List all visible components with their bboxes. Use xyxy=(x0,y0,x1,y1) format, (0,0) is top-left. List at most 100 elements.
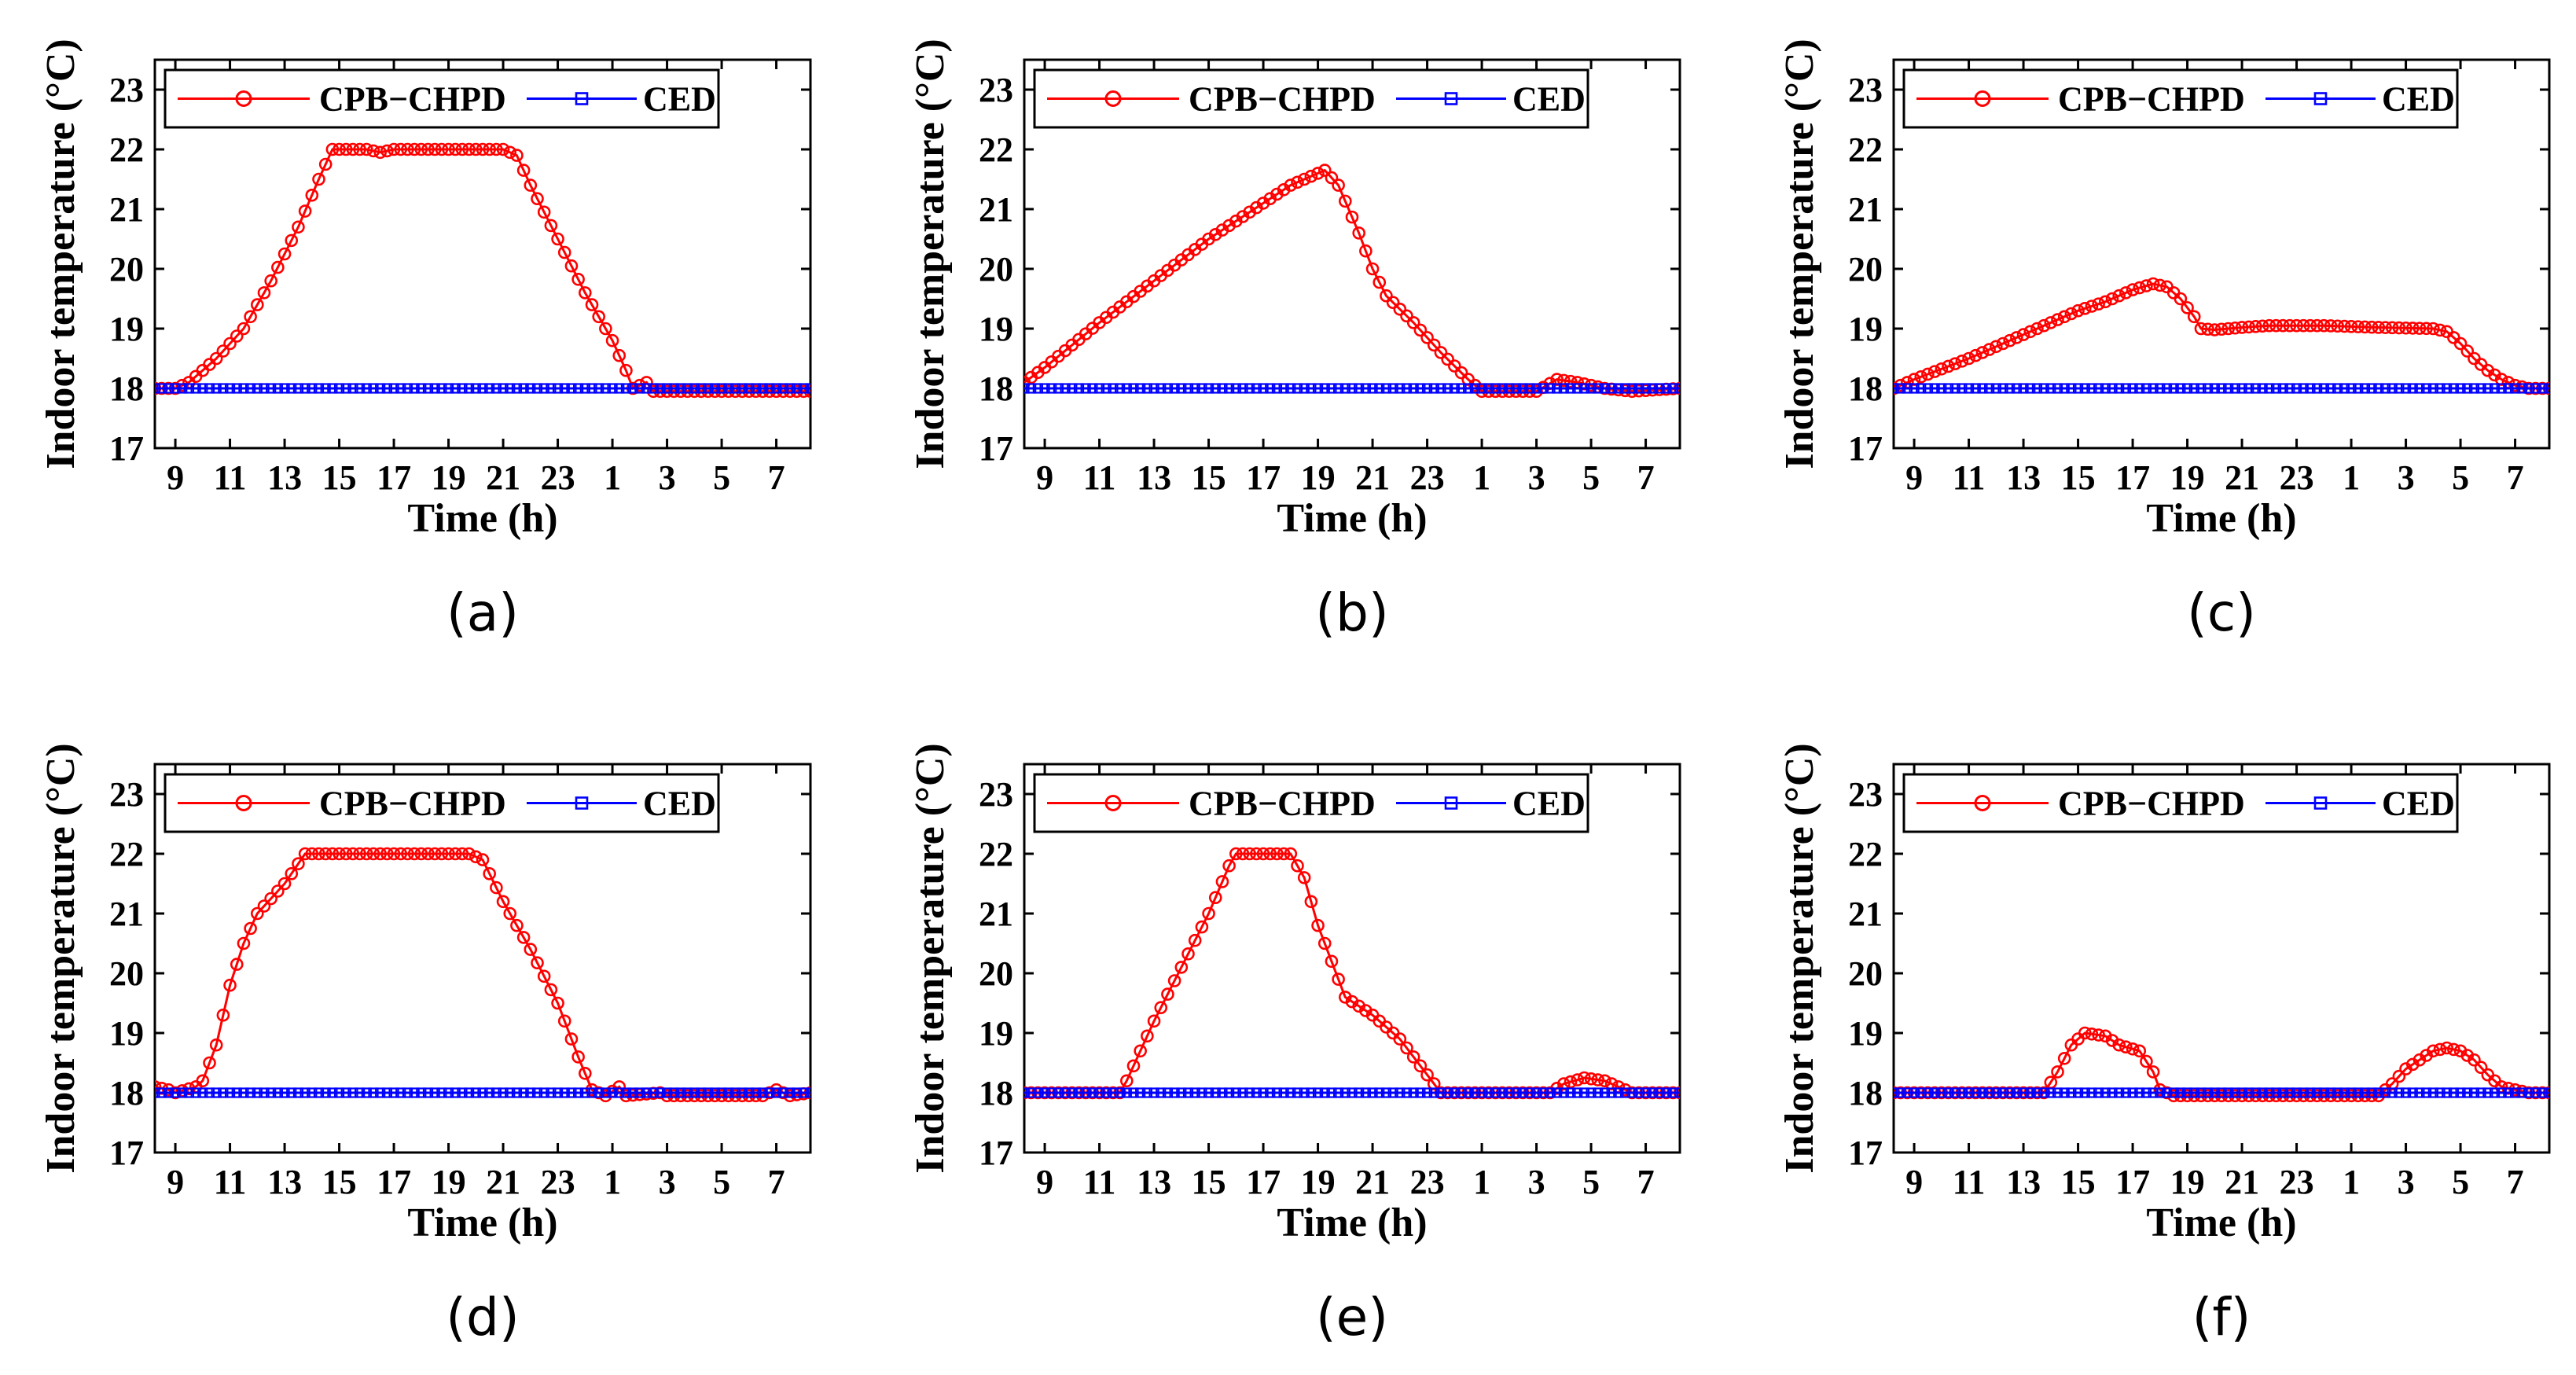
data-point xyxy=(1141,1029,1154,1043)
data-point xyxy=(2018,383,2029,394)
y-tick-label: 22 xyxy=(979,835,1013,873)
data-point xyxy=(1929,1087,1940,1098)
data-point xyxy=(1360,1087,1371,1098)
data-point xyxy=(2153,1083,2167,1097)
y-tick-label: 18 xyxy=(109,1074,144,1112)
data-point xyxy=(1169,383,1180,394)
data-point xyxy=(1026,1087,1037,1098)
data-point xyxy=(1557,373,1571,388)
x-axis-label: Time (h) xyxy=(407,1200,557,1245)
data-point xyxy=(339,142,353,156)
data-point xyxy=(2249,320,2262,333)
data-point xyxy=(2092,1028,2105,1042)
data-point xyxy=(2243,383,2254,394)
data-point xyxy=(318,847,333,861)
data-point xyxy=(435,142,449,156)
data-point xyxy=(175,378,189,392)
series-line xyxy=(155,148,810,393)
data-point xyxy=(1633,383,1644,394)
data-point xyxy=(2114,383,2125,394)
data-point xyxy=(1654,1087,1665,1098)
data-point xyxy=(1271,383,1283,394)
x-tick-label: 21 xyxy=(1355,1163,1390,1201)
data-point xyxy=(2201,322,2214,336)
data-point xyxy=(1490,1087,1501,1098)
data-point xyxy=(655,383,666,394)
data-point xyxy=(600,1087,611,1098)
data-point xyxy=(1421,383,1433,394)
data-point xyxy=(1448,359,1461,373)
data-point xyxy=(1922,383,1934,394)
x-tick-label: 9 xyxy=(167,1163,184,1201)
data-point xyxy=(566,1087,577,1098)
data-point xyxy=(2216,383,2227,394)
data-point xyxy=(2455,383,2466,394)
data-point xyxy=(1531,1087,1542,1098)
x-tick-label: 3 xyxy=(1528,458,1545,497)
data-point xyxy=(2107,383,2118,394)
y-tick-label: 20 xyxy=(979,954,1013,993)
data-point xyxy=(1317,164,1332,177)
data-point xyxy=(257,899,271,913)
data-point xyxy=(211,383,222,394)
data-point xyxy=(668,383,679,394)
data-point xyxy=(2216,1087,2227,1098)
data-point xyxy=(1935,362,1949,376)
data-point xyxy=(1408,1087,1419,1098)
data-point xyxy=(2133,281,2147,295)
data-point xyxy=(1916,383,1927,394)
data-point xyxy=(2373,383,2384,394)
data-point xyxy=(448,142,462,156)
data-point xyxy=(259,383,270,394)
data-point xyxy=(2503,1087,2514,1098)
data-point xyxy=(1907,373,1921,386)
data-point xyxy=(735,1089,749,1103)
data-point xyxy=(564,259,579,273)
data-point xyxy=(708,1089,722,1103)
x-tick-label: 1 xyxy=(2343,458,2360,497)
data-point xyxy=(1929,383,1940,394)
data-point xyxy=(1039,1087,1050,1098)
data-point xyxy=(366,144,380,158)
y-tick-label: 21 xyxy=(1848,895,1883,933)
data-point xyxy=(462,847,476,861)
data-point xyxy=(538,1087,549,1098)
y-tick-label: 21 xyxy=(979,190,1013,229)
data-point xyxy=(1538,1087,1549,1098)
data-point xyxy=(667,1089,681,1103)
data-point xyxy=(1250,847,1263,861)
data-point xyxy=(2203,1087,2214,1098)
data-point xyxy=(681,1089,694,1103)
data-point xyxy=(435,847,449,861)
data-point xyxy=(387,142,401,156)
data-point xyxy=(421,142,435,156)
data-point xyxy=(551,232,564,246)
data-point xyxy=(626,1088,640,1102)
data-point xyxy=(2092,297,2105,311)
data-point xyxy=(715,1089,729,1103)
legend-marker xyxy=(1104,90,1122,107)
data-point xyxy=(1135,1087,1146,1098)
series-ced xyxy=(155,383,810,394)
data-point xyxy=(1565,1087,1576,1098)
data-point xyxy=(196,1074,210,1088)
data-point xyxy=(299,1087,311,1098)
data-point xyxy=(381,383,392,394)
x-tick-label: 17 xyxy=(2115,458,2150,497)
data-point xyxy=(1156,383,1167,394)
data-point xyxy=(1531,383,1542,394)
data-point xyxy=(1292,383,1303,394)
plot-area xyxy=(153,58,812,450)
data-point xyxy=(1278,383,1289,394)
data-point xyxy=(1306,1087,1317,1098)
data-point xyxy=(251,298,264,311)
data-point xyxy=(2161,383,2173,394)
data-point xyxy=(2214,322,2229,336)
data-point xyxy=(715,384,729,399)
data-point xyxy=(2066,1087,2077,1098)
data-point xyxy=(2133,1044,2147,1058)
data-point xyxy=(305,847,319,861)
data-point xyxy=(428,142,442,156)
x-tick-label: 9 xyxy=(1036,458,1053,497)
data-point xyxy=(327,383,338,394)
